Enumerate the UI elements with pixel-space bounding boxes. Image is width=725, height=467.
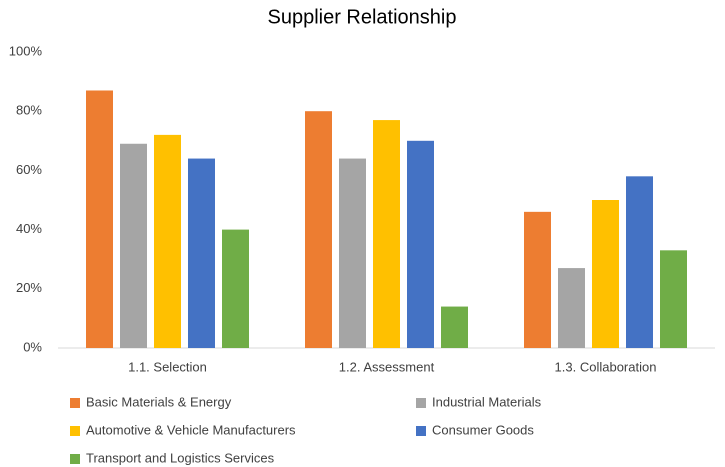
bar [154, 134, 181, 348]
y-tick-label: 20% [16, 280, 42, 295]
legend-label: Basic Materials & Energy [86, 394, 232, 409]
legend-swatch [70, 454, 80, 464]
bar [524, 211, 551, 348]
bar [305, 111, 332, 348]
legend-swatch [70, 398, 80, 408]
y-tick-label: 80% [16, 103, 42, 118]
legend-swatch [416, 426, 426, 436]
y-tick-label: 40% [16, 221, 42, 236]
legend-swatch [416, 398, 426, 408]
bar [407, 140, 434, 348]
x-tick-label: 1.1. Selection [128, 359, 207, 374]
legend-label: Transport and Logistics Services [86, 450, 275, 465]
bar [558, 268, 585, 348]
y-tick-label: 0% [23, 339, 42, 354]
x-tick-label: 1.3. Collaboration [555, 359, 657, 374]
bar [339, 158, 366, 348]
x-tick-label: 1.2. Assessment [339, 359, 435, 374]
y-tick-label: 60% [16, 162, 42, 177]
bar [86, 90, 113, 348]
legend-label: Industrial Materials [432, 394, 542, 409]
bar [660, 250, 687, 348]
legend-label: Consumer Goods [432, 422, 534, 437]
bar [222, 229, 249, 348]
bar [592, 200, 619, 348]
bar [373, 120, 400, 348]
legend-swatch [70, 426, 80, 436]
y-tick-label: 100% [9, 43, 43, 58]
bar [626, 176, 653, 348]
bar [120, 143, 147, 348]
legend-label: Automotive & Vehicle Manufacturers [86, 422, 296, 437]
bar [441, 306, 468, 348]
bar [188, 158, 215, 348]
chart-title: Supplier Relationship [267, 6, 456, 28]
